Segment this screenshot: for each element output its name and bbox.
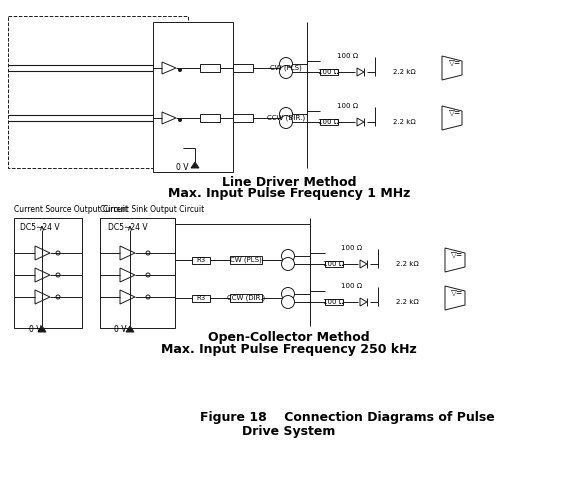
Circle shape (280, 58, 292, 71)
Text: CCW (DIR.): CCW (DIR.) (267, 115, 305, 121)
Polygon shape (357, 68, 364, 76)
Text: R3: R3 (196, 257, 206, 263)
Text: 2.2 kΩ: 2.2 kΩ (393, 69, 415, 75)
Polygon shape (191, 162, 199, 168)
Text: 100 Ω: 100 Ω (342, 283, 362, 289)
Text: ▽=: ▽= (449, 58, 461, 67)
Text: Max. Input Pulse Frequency 250 kHz: Max. Input Pulse Frequency 250 kHz (161, 344, 417, 357)
Text: DC5∼24 V: DC5∼24 V (20, 224, 60, 232)
Circle shape (56, 251, 60, 255)
Bar (233, 64, 253, 72)
Polygon shape (120, 268, 135, 282)
Polygon shape (162, 62, 176, 74)
Text: Figure 18    Connection Diagrams of Pulse: Figure 18 Connection Diagrams of Pulse (200, 411, 494, 424)
Circle shape (56, 295, 60, 299)
Text: ▽=: ▽= (451, 288, 463, 297)
Circle shape (146, 295, 150, 299)
Text: 0 V: 0 V (175, 164, 188, 172)
Polygon shape (35, 290, 50, 304)
Polygon shape (120, 246, 135, 260)
Text: 100 Ω: 100 Ω (318, 119, 339, 125)
Bar (230, 294, 262, 302)
Circle shape (146, 273, 150, 277)
Text: 100 Ω: 100 Ω (338, 103, 358, 109)
Bar (200, 64, 220, 72)
Circle shape (280, 116, 292, 129)
Polygon shape (360, 298, 367, 306)
Circle shape (56, 273, 60, 277)
Text: 2.2 kΩ: 2.2 kΩ (393, 119, 415, 125)
Text: 100 Ω: 100 Ω (338, 53, 358, 59)
Circle shape (178, 69, 181, 72)
Circle shape (281, 288, 295, 300)
Text: Open-Collector Method: Open-Collector Method (208, 332, 370, 345)
Text: Line Driver Method: Line Driver Method (222, 176, 356, 189)
Circle shape (178, 119, 181, 121)
Bar (320, 119, 338, 125)
Bar (192, 295, 210, 301)
Text: 100 Ω: 100 Ω (324, 261, 345, 267)
Bar (153, 22, 233, 172)
Bar (100, 218, 175, 328)
Circle shape (281, 296, 295, 309)
Text: 2.2 kΩ: 2.2 kΩ (395, 261, 419, 267)
Bar (14, 218, 82, 328)
Polygon shape (445, 248, 465, 272)
Bar (233, 114, 253, 122)
Text: CW (PLS): CW (PLS) (270, 65, 302, 71)
Bar (8, 16, 188, 168)
Bar (230, 256, 262, 264)
Bar (325, 299, 343, 305)
Text: 100 Ω: 100 Ω (324, 299, 345, 305)
Text: CW (PLS): CW (PLS) (230, 257, 262, 263)
Polygon shape (35, 268, 50, 282)
Bar (192, 256, 210, 264)
Polygon shape (360, 260, 367, 268)
Text: ▽=: ▽= (449, 108, 461, 117)
Text: 100 Ω: 100 Ω (318, 69, 339, 75)
Polygon shape (38, 326, 46, 332)
Bar (200, 114, 220, 122)
Text: R3: R3 (196, 295, 206, 301)
Circle shape (280, 108, 292, 120)
Text: Drive System: Drive System (243, 425, 336, 439)
Circle shape (280, 65, 292, 79)
Polygon shape (445, 286, 465, 310)
Text: 2.2 kΩ: 2.2 kΩ (395, 299, 419, 305)
Polygon shape (357, 118, 364, 126)
Text: 0 V: 0 V (29, 325, 41, 335)
Bar (320, 69, 338, 75)
Circle shape (281, 250, 295, 263)
Text: Current Source Output Circuit: Current Source Output Circuit (14, 205, 128, 215)
Text: ▽=: ▽= (451, 250, 463, 259)
Polygon shape (120, 290, 135, 304)
Text: Max. Input Pulse Frequency 1 MHz: Max. Input Pulse Frequency 1 MHz (168, 188, 410, 201)
Polygon shape (126, 326, 134, 332)
Circle shape (281, 257, 295, 271)
Polygon shape (162, 112, 176, 124)
Polygon shape (35, 246, 50, 260)
Text: 0 V: 0 V (113, 325, 126, 335)
Circle shape (146, 251, 150, 255)
Polygon shape (442, 56, 462, 80)
Text: DC5∼24 V: DC5∼24 V (108, 224, 148, 232)
Bar (325, 261, 343, 267)
Text: 100 Ω: 100 Ω (342, 245, 362, 251)
Text: Current Sink Output Circuit: Current Sink Output Circuit (100, 205, 204, 215)
Polygon shape (442, 106, 462, 130)
Text: CCW (DIR.): CCW (DIR.) (227, 295, 265, 301)
